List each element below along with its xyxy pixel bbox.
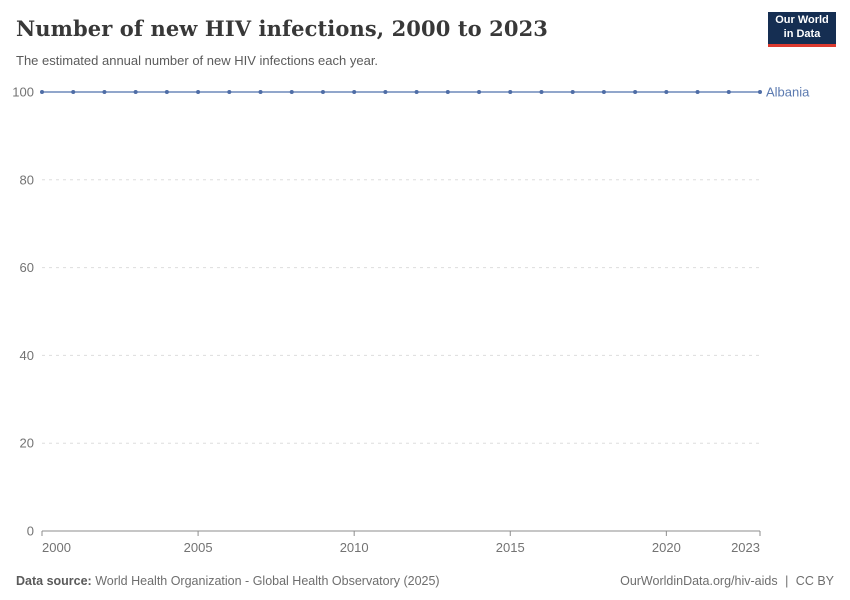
data-point[interactable] xyxy=(414,90,419,94)
data-point[interactable] xyxy=(726,90,731,94)
owid-logo[interactable]: Our World in Data xyxy=(768,12,836,47)
data-point[interactable] xyxy=(758,90,762,94)
data-source-note: Data source: World Health Organization -… xyxy=(16,574,440,588)
x-axis-tick-label: 2000 xyxy=(42,540,71,555)
data-point[interactable] xyxy=(570,90,575,94)
chart-subtitle: The estimated annual number of new HIV i… xyxy=(16,53,379,68)
y-axis-tick-label: 60 xyxy=(20,260,34,275)
data-point[interactable] xyxy=(664,90,669,94)
data-point[interactable] xyxy=(695,90,700,94)
y-axis-tick-label: 80 xyxy=(20,172,34,187)
data-point[interactable] xyxy=(40,90,44,94)
chart-footer: Data source: World Health Organization -… xyxy=(16,574,834,588)
page-title: Number of new HIV infections, 2000 to 20… xyxy=(16,16,548,41)
license-link[interactable]: CC BY xyxy=(795,574,834,588)
series-label[interactable]: Albania xyxy=(766,85,810,100)
y-axis-tick-label: 0 xyxy=(27,524,34,539)
x-axis-tick-label: 2005 xyxy=(184,540,213,555)
data-point[interactable] xyxy=(477,90,482,94)
data-point[interactable] xyxy=(133,90,138,94)
data-point[interactable] xyxy=(102,90,107,94)
y-axis-tick-label: 20 xyxy=(20,436,34,451)
footer-separator: | xyxy=(785,574,789,588)
data-source-label: Data source: xyxy=(16,574,92,588)
data-point[interactable] xyxy=(258,90,263,94)
footer-links: OurWorldinData.org/hiv-aids | CC BY xyxy=(620,574,834,588)
data-point[interactable] xyxy=(289,90,294,94)
x-axis-tick-label: 2023 xyxy=(731,540,760,555)
y-axis-tick-label: 40 xyxy=(20,348,34,363)
data-source-text: World Health Organization - Global Healt… xyxy=(95,574,440,588)
data-point[interactable] xyxy=(601,90,606,94)
x-axis-tick-label: 2020 xyxy=(652,540,681,555)
x-axis-tick-label: 2015 xyxy=(496,540,525,555)
data-point[interactable] xyxy=(352,90,357,94)
data-point[interactable] xyxy=(320,90,325,94)
x-axis-tick-label: 2010 xyxy=(340,540,369,555)
y-axis-tick-label: 100 xyxy=(12,85,34,100)
data-point[interactable] xyxy=(164,90,169,94)
data-point[interactable] xyxy=(196,90,201,94)
owid-logo-text: Our World in Data xyxy=(775,14,829,40)
data-point[interactable] xyxy=(71,90,76,94)
data-point[interactable] xyxy=(383,90,388,94)
data-point[interactable] xyxy=(539,90,544,94)
data-point[interactable] xyxy=(633,90,638,94)
owid-url-link[interactable]: OurWorldinData.org/hiv-aids xyxy=(620,574,778,588)
data-point[interactable] xyxy=(508,90,513,94)
data-point[interactable] xyxy=(227,90,232,94)
data-point[interactable] xyxy=(445,90,450,94)
